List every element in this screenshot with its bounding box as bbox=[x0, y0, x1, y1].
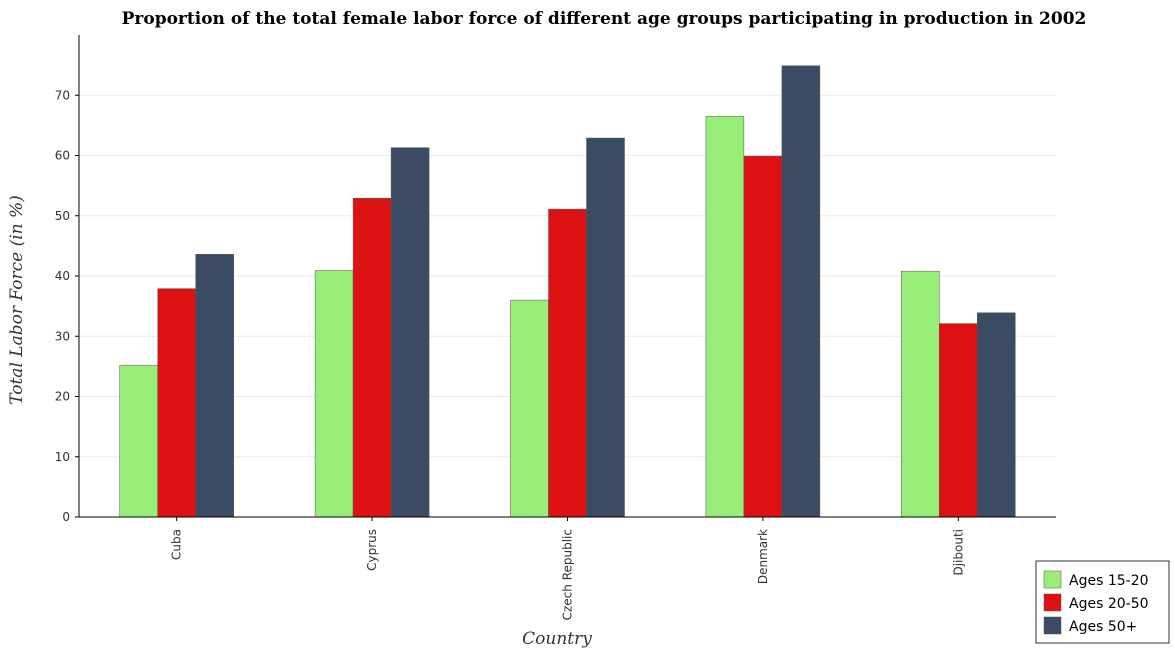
x-tick-label: Czech Republic bbox=[561, 529, 575, 620]
bars bbox=[119, 65, 1016, 518]
legend-label: Ages 15-20 bbox=[1069, 573, 1149, 589]
y-axis-label: Total Labor Force (in %) bbox=[7, 195, 27, 405]
bar-ages-15-20-cyprus bbox=[314, 270, 354, 518]
y-tick-label: 0 bbox=[62, 510, 70, 524]
y-tick-label: 40 bbox=[55, 269, 70, 283]
bar-ages-50--cyprus bbox=[390, 147, 430, 518]
legend-label: Ages 20-50 bbox=[1069, 596, 1149, 612]
y-tick-label: 20 bbox=[55, 390, 70, 404]
legend-swatch bbox=[1043, 593, 1062, 612]
y-tick-label: 10 bbox=[55, 450, 70, 464]
y-tick-label: 50 bbox=[55, 209, 70, 223]
bar-ages-50--cuba bbox=[195, 254, 234, 518]
bar-ages-50--denmark bbox=[781, 65, 821, 518]
bar-ages-50--djibouti bbox=[977, 312, 1016, 518]
y-tick-label: 60 bbox=[55, 149, 70, 163]
bar-ages-20-50-cuba bbox=[157, 288, 196, 518]
x-tick-label: Djibouti bbox=[951, 529, 965, 576]
bar-ages-15-20-djibouti bbox=[901, 270, 940, 518]
bar-ages-20-50-cyprus bbox=[352, 198, 392, 518]
legend: Ages 15-20 Ages 20-50 Ages 50+ bbox=[1035, 560, 1170, 644]
y-tick-label: 30 bbox=[55, 329, 70, 343]
x-tick-label: Cuba bbox=[170, 529, 184, 560]
bar-ages-20-50-djibouti bbox=[939, 323, 978, 518]
x-tick-label: Cyprus bbox=[365, 529, 379, 571]
y-tick-label: 70 bbox=[55, 88, 70, 102]
x-tick-label: Denmark bbox=[756, 529, 770, 584]
legend-label: Ages 50+ bbox=[1069, 619, 1137, 635]
bar-ages-15-20-czech-republic bbox=[510, 299, 549, 518]
bar-ages-20-50-czech-republic bbox=[548, 208, 587, 518]
bar-ages-50--czech-republic bbox=[586, 137, 625, 518]
y-axis: 0 10 20 30 40 50 60 70 bbox=[55, 88, 79, 524]
bar-ages-20-50-denmark bbox=[743, 155, 783, 518]
x-axis: Cuba Cyprus Czech Republic Denmark Djibouti bbox=[170, 517, 965, 620]
legend-swatch bbox=[1043, 570, 1062, 589]
bar-ages-15-20-denmark bbox=[705, 116, 745, 518]
bar-ages-15-20-cuba bbox=[119, 364, 158, 518]
x-axis-label: Country bbox=[522, 629, 592, 649]
legend-swatch bbox=[1043, 616, 1062, 635]
chart-title: Proportion of the total female labor for… bbox=[122, 9, 1087, 29]
